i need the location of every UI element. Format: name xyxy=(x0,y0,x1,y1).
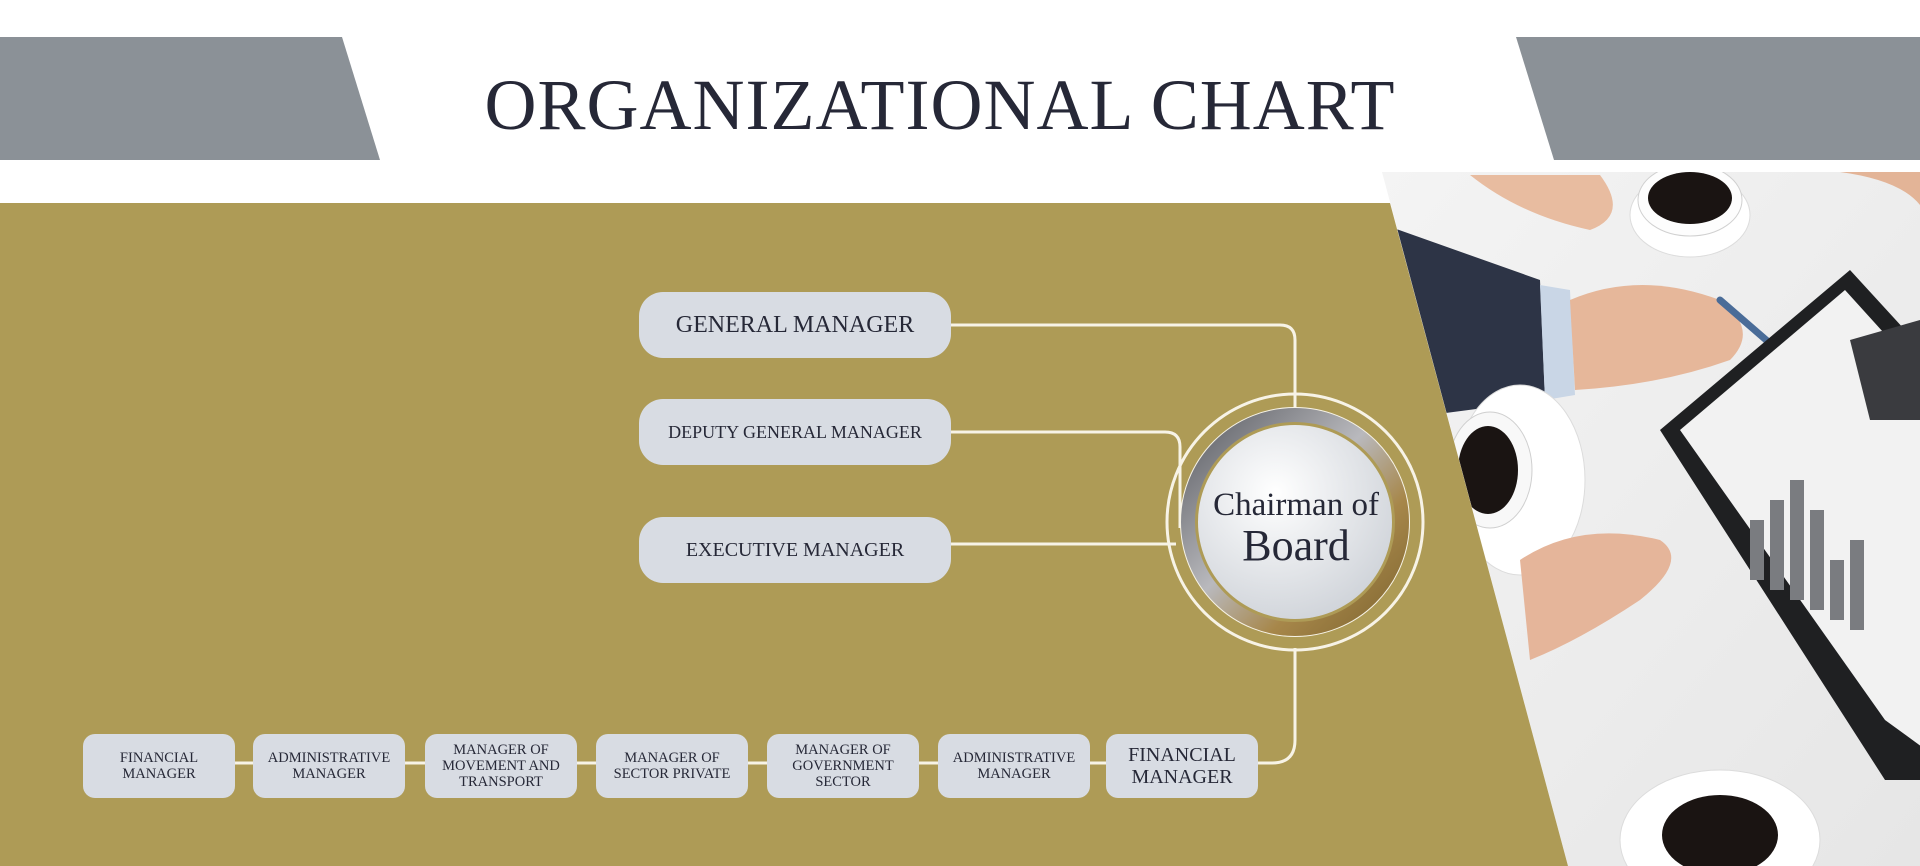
left-banner xyxy=(0,37,380,160)
tablet-with-chart xyxy=(1660,270,1920,780)
node-financial-manager: FINANCIAL MANAGER xyxy=(1106,734,1258,798)
chairman-emblem xyxy=(1165,392,1425,652)
chairman-label-line2: Board xyxy=(1242,521,1350,570)
page-title: ORGANIZATIONAL CHART xyxy=(484,65,1396,145)
node-financial-manager: FINANCIAL MANAGER xyxy=(83,734,235,798)
node-administrative-manager: ADMINISTRATIVE MANAGER xyxy=(938,734,1090,798)
node-deputy-general-manager: DEPUTY GENERAL MANAGER xyxy=(639,399,951,465)
node-general-manager: GENERAL MANAGER xyxy=(639,292,951,358)
right-banner xyxy=(1516,37,1920,160)
node-manager-sector-private: MANAGER OF SECTOR PRIVATE xyxy=(596,734,748,798)
node-administrative-manager: ADMINISTRATIVE MANAGER xyxy=(253,734,405,798)
node-manager-government-sector: MANAGER OF GOVERNMENT SECTOR xyxy=(767,734,919,798)
node-executive-manager: EXECUTIVE MANAGER xyxy=(639,517,951,583)
chairman-node: Chairman of Board xyxy=(1176,408,1416,648)
coffee-cup xyxy=(1619,769,1821,866)
chairman-label-line1: Chairman of xyxy=(1213,487,1379,523)
coffee-cup xyxy=(1629,172,1751,258)
connector-lines xyxy=(235,323,1297,765)
node-manager-movement-transport: MANAGER OF MOVEMENT AND TRANSPORT xyxy=(425,734,577,798)
